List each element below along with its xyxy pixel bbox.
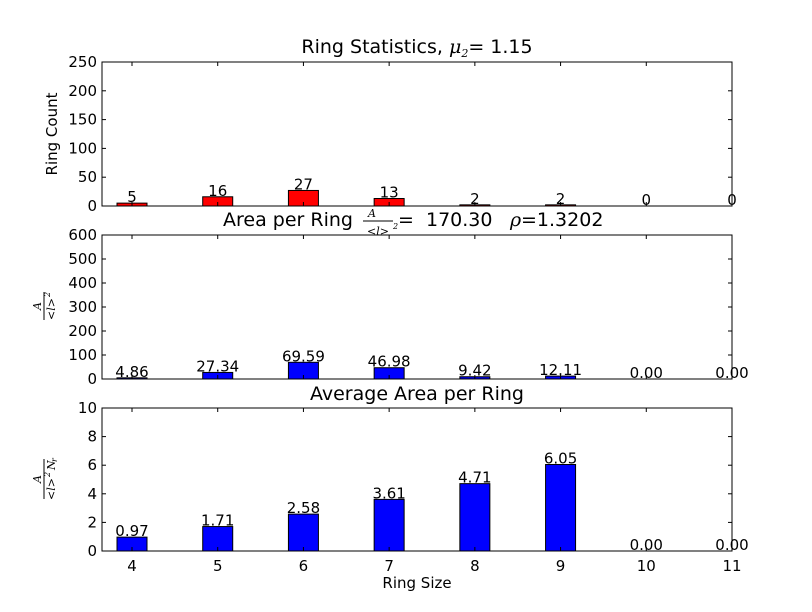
x-tick-label-6: 6 — [299, 557, 309, 575]
data-label-4: 0.97 — [115, 522, 148, 540]
data-label-5: 16 — [208, 182, 227, 200]
y-tick-label-250: 250 — [68, 53, 97, 71]
x-tick-label-11: 11 — [722, 557, 741, 575]
title-rho-value: =1.3202 — [521, 209, 603, 231]
x-ticks — [131, 235, 733, 379]
data-label-8: 9.42 — [458, 362, 491, 380]
data-labels: 0.97 1.71 2.58 3.61 4.71 6.05 0.00 0.00 — [115, 449, 748, 554]
y-tick-label-2: 2 — [87, 513, 97, 531]
data-label-9: 2 — [556, 190, 566, 208]
ylabel-num: A — [31, 302, 44, 311]
title-suffix: = 170.30 — [398, 209, 499, 231]
y-tick-label-200: 200 — [68, 322, 97, 340]
data-label-9: 6.05 — [544, 449, 577, 467]
x-axis-label: Ring Size — [382, 574, 451, 592]
y-tick-label-4: 4 — [87, 485, 97, 503]
panel-title: Ring Statistics, μ2= 1.15 — [301, 36, 532, 60]
ylabel-den-n: N — [45, 460, 58, 471]
x-tick-label-9: 9 — [556, 557, 566, 575]
title-text: Ring Statistics, — [301, 36, 449, 58]
x-tick-label-10: 10 — [637, 557, 656, 575]
data-label-4: 5 — [127, 188, 137, 206]
y-tick-label-500: 500 — [68, 250, 97, 268]
title-suffix: = 1.15 — [468, 36, 532, 58]
x-ticks: 4 5 6 7 8 9 10 11 — [127, 408, 742, 575]
ylabel-den: <l> — [45, 298, 58, 320]
x-tick-label-5: 5 — [213, 557, 223, 575]
data-label-8: 4.71 — [458, 469, 491, 487]
x-tick-label-4: 4 — [127, 557, 137, 575]
ylabel-num: A — [31, 475, 44, 484]
data-label-7: 13 — [380, 184, 399, 202]
y-tick-label-8: 8 — [87, 428, 97, 446]
bar-group — [116, 463, 577, 552]
area-per-ring-panel: 0 100 200 300 400 500 600 4.86 27.34 69.59 46.98 9… — [31, 207, 749, 388]
y-tick-label-6: 6 — [87, 456, 97, 474]
data-label-5: 27.34 — [196, 357, 239, 375]
y-tick-label-300: 300 — [68, 298, 97, 316]
ylabel-den-sup: 2 — [43, 292, 52, 298]
bar-9 — [545, 463, 577, 552]
x-tick-label-8: 8 — [470, 557, 480, 575]
y-tick-label-150: 150 — [68, 111, 97, 129]
y-tick-label-100: 100 — [68, 139, 97, 157]
data-label-7: 46.98 — [368, 353, 411, 371]
plot-frame — [101, 407, 733, 552]
title-math-sub: 2 — [460, 47, 468, 60]
data-label-11: 0 — [727, 191, 737, 209]
y-tick-label-200: 200 — [68, 82, 97, 100]
data-label-8: 2 — [470, 190, 480, 208]
title-rho: ρ — [509, 209, 522, 231]
data-label-5: 1.71 — [201, 512, 234, 530]
plot-frame — [101, 234, 733, 380]
plot-frame — [101, 61, 733, 207]
title-frac-den: <l> — [367, 225, 389, 238]
y-tick-label-10: 10 — [78, 399, 97, 417]
data-labels: 4.86 27.34 69.59 46.98 9.42 12.11 0.00 0.00 — [115, 347, 748, 382]
data-label-4: 4.86 — [115, 363, 148, 381]
data-label-11: 0.00 — [715, 536, 748, 554]
bar-6 — [287, 513, 319, 552]
y-tick-label-0: 0 — [87, 542, 97, 560]
bar-5 — [202, 526, 234, 552]
y-tick-label-0: 0 — [87, 370, 97, 388]
title-frac-den-sup: 2 — [392, 222, 398, 231]
bar-7 — [373, 498, 405, 552]
title-frac-num: A — [367, 207, 376, 220]
data-labels: 5 16 27 13 2 2 0 0 — [127, 175, 737, 209]
x-ticks — [131, 62, 733, 206]
data-label-7: 3.61 — [372, 484, 405, 502]
title-text: Area per Ring — [223, 209, 353, 231]
y-tick-label-600: 600 — [68, 226, 97, 244]
bar-8 — [459, 483, 491, 552]
data-label-10: 0 — [642, 191, 652, 209]
ylabel-den: <l> — [45, 478, 58, 500]
data-label-11: 0.00 — [715, 364, 748, 382]
title-math: μ — [449, 36, 461, 58]
y-axis-label: Ring Count — [43, 92, 61, 175]
y-ticks: 0 100 200 300 400 500 600 — [68, 226, 732, 388]
panel-title: Average Area per Ring — [310, 383, 524, 405]
data-label-10: 0.00 — [630, 536, 663, 554]
y-tick-label-50: 50 — [78, 168, 97, 186]
y-axis-label: A <l> 2 N r — [31, 457, 59, 500]
data-label-6: 69.59 — [282, 347, 325, 365]
y-tick-label-400: 400 — [68, 274, 97, 292]
data-label-6: 27 — [294, 175, 313, 193]
data-label-6: 2.58 — [287, 499, 320, 517]
y-ticks: 0 2 4 6 8 10 — [78, 399, 732, 560]
average-area-panel: 0 2 4 6 8 10 4 5 6 7 8 9 10 11 0.97 1.71 2.58 3.61 4.71 6… — [31, 383, 749, 592]
ylabel-den-n-sub: r — [50, 457, 59, 462]
data-label-10: 0.00 — [630, 364, 663, 382]
y-tick-label-100: 100 — [68, 346, 97, 364]
y-tick-label-0: 0 — [87, 197, 97, 215]
ylabel-den-sup: 2 — [43, 472, 52, 478]
data-label-9: 12.11 — [539, 361, 582, 379]
y-axis-label: A <l> 2 — [31, 292, 58, 320]
x-tick-label-7: 7 — [384, 557, 394, 575]
panel-title: Area per Ring A <l> 2 = 170.30 ρ =1.3202 — [223, 207, 603, 238]
